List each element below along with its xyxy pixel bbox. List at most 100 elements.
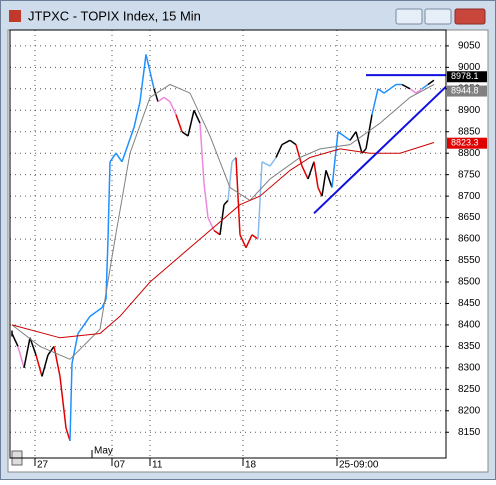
window-icon bbox=[9, 10, 21, 22]
price-segment bbox=[153, 88, 159, 102]
price-segment bbox=[157, 96, 165, 103]
y-tick-label: 8500 bbox=[458, 277, 481, 288]
price-segment bbox=[89, 311, 97, 317]
y-tick-label: 8300 bbox=[458, 362, 481, 373]
price-label-box bbox=[447, 137, 487, 149]
price-segment bbox=[275, 144, 283, 158]
price-segment bbox=[301, 165, 309, 180]
price-segment bbox=[71, 333, 79, 364]
close-button[interactable] bbox=[454, 8, 486, 25]
y-tick-label: 8550 bbox=[458, 255, 481, 266]
chart-area bbox=[7, 29, 489, 473]
price-segment bbox=[121, 144, 129, 163]
price-segment bbox=[307, 161, 315, 180]
price-segment bbox=[289, 139, 297, 146]
price-segment bbox=[321, 170, 327, 197]
y-tick-label: 8600 bbox=[458, 234, 481, 245]
price-label: 8944.8 bbox=[451, 85, 479, 95]
y-tick-label: 8800 bbox=[458, 148, 481, 159]
price-segment bbox=[17, 346, 25, 369]
price-segment bbox=[83, 315, 91, 326]
price-segment bbox=[325, 170, 333, 188]
x-tick-label: 27 bbox=[37, 460, 49, 471]
x-tick-label: 11 bbox=[152, 460, 163, 471]
price-segment bbox=[313, 161, 319, 188]
price-segment bbox=[213, 229, 221, 236]
price-segment bbox=[149, 71, 155, 89]
price-segment bbox=[261, 161, 271, 167]
price-segment bbox=[127, 127, 135, 145]
y-tick-label: 8650 bbox=[458, 212, 481, 223]
price-segment bbox=[109, 152, 117, 163]
price-segment bbox=[11, 333, 19, 347]
price-segment bbox=[421, 83, 429, 90]
x-tick-label: 25-09:00 bbox=[339, 460, 379, 471]
price-segment bbox=[415, 88, 423, 94]
price-segment bbox=[349, 131, 357, 141]
price-segment bbox=[251, 234, 259, 240]
price-segment bbox=[427, 79, 435, 86]
moving-average bbox=[11, 83, 435, 360]
maximize-button[interactable] bbox=[424, 8, 452, 25]
price-segment bbox=[343, 135, 351, 141]
price-segment bbox=[239, 234, 247, 248]
price-segment bbox=[409, 88, 417, 94]
price-segment bbox=[193, 109, 201, 124]
price-label-box bbox=[447, 71, 487, 83]
y-tick-label: 8400 bbox=[458, 320, 481, 331]
price-segment bbox=[145, 54, 151, 72]
plot-frame bbox=[9, 29, 447, 459]
price-segment bbox=[23, 337, 31, 368]
price-label-box bbox=[447, 85, 487, 97]
y-tick-label: 8450 bbox=[458, 298, 481, 309]
moving-average bbox=[11, 142, 435, 339]
price-label: 8823.3 bbox=[451, 138, 479, 148]
y-tick-label: 8700 bbox=[458, 191, 481, 202]
window-title: JTPXC - TOPIX Index, 15 Min bbox=[28, 8, 201, 23]
price-segment bbox=[317, 187, 323, 197]
price-segment bbox=[77, 324, 85, 334]
price-segment bbox=[383, 88, 391, 94]
price-segment bbox=[269, 157, 277, 167]
y-tick-label: 9050 bbox=[458, 41, 481, 52]
price-segment bbox=[133, 101, 141, 128]
price-segment bbox=[235, 157, 241, 235]
x-tick-label: 18 bbox=[245, 460, 257, 471]
y-tick-label: 9000 bbox=[458, 62, 481, 73]
price-segment bbox=[223, 199, 229, 206]
minimize-button[interactable] bbox=[395, 8, 423, 25]
price-segment bbox=[35, 354, 43, 377]
price-segment bbox=[169, 101, 177, 115]
x-tick-label: 07 bbox=[114, 460, 126, 471]
price-segment bbox=[107, 161, 111, 240]
price-segment bbox=[365, 114, 373, 150]
price-segment bbox=[187, 110, 195, 137]
price-segment bbox=[175, 114, 183, 132]
price-segment bbox=[203, 183, 209, 218]
price-segment bbox=[377, 88, 385, 94]
price-segment bbox=[337, 131, 345, 137]
price-segment bbox=[163, 96, 171, 103]
y-tick-label: 8150 bbox=[458, 427, 481, 438]
y-tick-label: 8200 bbox=[458, 405, 481, 416]
price-segment bbox=[355, 131, 363, 154]
price-segment bbox=[281, 139, 291, 146]
price-segment bbox=[331, 131, 339, 188]
price-segment bbox=[295, 144, 303, 167]
price-segment bbox=[199, 123, 205, 184]
price-segment bbox=[257, 161, 263, 240]
y-tick-label: 8250 bbox=[458, 384, 481, 395]
y-tick-label: 8750 bbox=[458, 169, 481, 180]
price-segment bbox=[95, 307, 103, 313]
trendline bbox=[313, 85, 447, 215]
price-segment bbox=[69, 363, 73, 441]
price-segment bbox=[181, 131, 189, 137]
price-segment bbox=[245, 234, 253, 248]
y-tick-label: 8350 bbox=[458, 341, 481, 352]
y-tick-label: 8900 bbox=[458, 105, 481, 116]
month-label: May bbox=[94, 446, 113, 457]
price-segment bbox=[139, 54, 147, 102]
price-segment bbox=[115, 152, 123, 163]
price-segment bbox=[389, 83, 397, 90]
